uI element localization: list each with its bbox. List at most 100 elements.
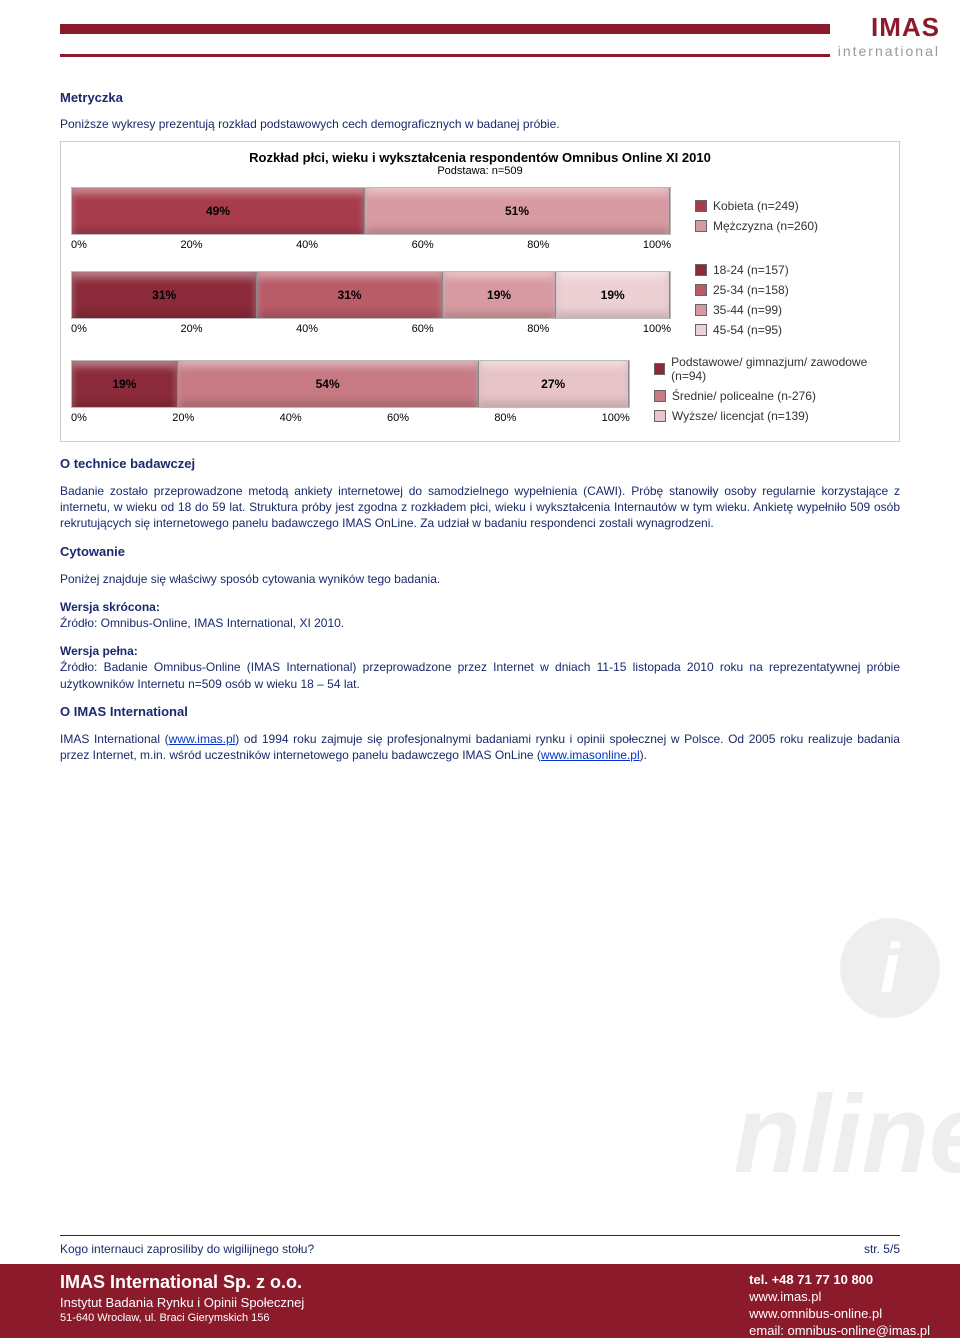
- legend-label: Mężczyzna (n=260): [713, 219, 818, 233]
- legend-label: 18-24 (n=157): [713, 263, 789, 277]
- bar-segment: 31%: [257, 272, 442, 318]
- chart-panel: 31%31%19%19%0%20%40%60%80%100%18-24 (n=1…: [61, 259, 899, 351]
- cite-title: Cytowanie: [60, 544, 900, 559]
- logo-sub: international: [838, 43, 940, 59]
- legend-swatch: [695, 200, 707, 212]
- axis-tick: 80%: [494, 412, 516, 424]
- legend-item: Mężczyzna (n=260): [695, 219, 818, 233]
- full-text: Źródło: Badanie Omnibus-Online (IMAS Int…: [60, 660, 900, 690]
- footer-bar: IMAS International Sp. z o.o. Instytut B…: [0, 1264, 960, 1338]
- axis-tick: 20%: [172, 412, 194, 424]
- footer-line3: 51-640 Wrocław, ul. Braci Gierymskich 15…: [60, 1312, 304, 1324]
- legend-label: 25-34 (n=158): [713, 283, 789, 297]
- legend-swatch: [695, 324, 707, 336]
- footer-company: IMAS International Sp. z o.o.: [60, 1272, 304, 1293]
- legend-label: Podstawowe/ gimnazjum/ zawodowe (n=94): [671, 355, 889, 383]
- axis-tick: 40%: [296, 239, 318, 251]
- legend-item: Średnie/ policealne (n-276): [654, 389, 889, 403]
- stacked-bar: 49%51%: [71, 187, 671, 235]
- footer-question: Kogo internauci zaprosiliby do wigilijne…: [60, 1242, 314, 1256]
- axis-tick: 60%: [412, 323, 434, 335]
- axis-tick: 80%: [527, 323, 549, 335]
- short-label: Wersja skrócona:: [60, 600, 160, 614]
- axis-tick: 0%: [71, 323, 87, 335]
- chart-title: Rozkład płci, wieku i wykształcenia resp…: [61, 150, 899, 165]
- footer-email: email: omnibus-online@imas.pl: [749, 1323, 930, 1340]
- axis-tick: 60%: [412, 239, 434, 251]
- legend-label: 35-44 (n=99): [713, 303, 782, 317]
- bar-segment: 19%: [443, 272, 557, 318]
- footer-url1: www.imas.pl: [749, 1289, 930, 1306]
- about-title: O IMAS International: [60, 704, 900, 719]
- bar-segment: 19%: [556, 272, 670, 318]
- legend-label: Kobieta (n=249): [713, 199, 799, 213]
- chart-box: Rozkład płci, wieku i wykształcenia resp…: [60, 141, 900, 442]
- header-rule-thick: [60, 24, 830, 34]
- about-link-imasonline[interactable]: www.imasonline.pl: [541, 748, 640, 762]
- legend-item: Podstawowe/ gimnazjum/ zawodowe (n=94): [654, 355, 889, 383]
- legend-swatch: [695, 264, 707, 276]
- axis-tick: 40%: [296, 323, 318, 335]
- axis-tick: 20%: [180, 239, 202, 251]
- axis-tick: 20%: [180, 323, 202, 335]
- short-text: Źródło: Omnibus-Online, IMAS Internation…: [60, 616, 344, 630]
- watermark-i-icon: i: [840, 918, 940, 1018]
- about-pre: IMAS International (: [60, 732, 169, 746]
- legend-item: 35-44 (n=99): [695, 303, 789, 317]
- chart-legend: Podstawowe/ gimnazjum/ zawodowe (n=94) Śr…: [654, 355, 889, 429]
- about-post: ).: [640, 748, 647, 762]
- x-axis: 0% 20% 40% 60% 80% 100%: [71, 239, 671, 251]
- chart-panel: 19%54%27% 0% 20% 40% 60% 80% 100% Podstawowe/ g…: [61, 351, 899, 437]
- legend-swatch: [654, 363, 665, 375]
- stacked-bar: 31%31%19%19%: [71, 271, 671, 319]
- x-axis: 0% 20% 40% 60% 80% 100%: [71, 412, 630, 424]
- legend-swatch: [695, 220, 707, 232]
- footer-line2: Instytut Badania Rynku i Opinii Społeczn…: [60, 1295, 304, 1310]
- bar-segment: 27%: [479, 361, 629, 407]
- bar-segment: 31%: [72, 272, 257, 318]
- logo-brand: IMAS: [838, 12, 940, 43]
- chart-panel: 49%51% 0% 20% 40% 60% 80% 100% Kobieta (n=249) M…: [61, 183, 899, 259]
- footer-url2: www.omnibus-online.pl: [749, 1306, 930, 1323]
- x-axis: 0% 20% 40% 60% 80% 100%: [71, 323, 671, 335]
- legend-item: Wyższe/ licencjat (n=139): [654, 409, 889, 423]
- stacked-bar: 19%54%27%: [71, 360, 630, 408]
- axis-tick: 0%: [71, 239, 87, 251]
- axis-tick: 100%: [643, 239, 671, 251]
- chart-subtitle: Podstawa: n=509: [61, 165, 899, 177]
- footer-rule: [60, 1235, 900, 1236]
- legend-label: 45-54 (n=95): [713, 323, 782, 337]
- legend-swatch: [654, 410, 666, 422]
- watermark-text: nline: [733, 1071, 960, 1198]
- header-rule-thin: [60, 54, 830, 57]
- legend-item: 18-24 (n=157): [695, 263, 789, 277]
- brand-logo: IMAS international: [838, 12, 940, 59]
- axis-tick: 100%: [602, 412, 630, 424]
- cite-intro: Poniżej znajduje się właściwy sposób cyt…: [60, 571, 900, 587]
- about-link-imas[interactable]: www.imas.pl: [169, 732, 236, 746]
- legend-item: Kobieta (n=249): [695, 199, 818, 213]
- metryczka-intro: Poniższe wykresy prezentują rozkład pods…: [60, 117, 900, 131]
- legend-swatch: [654, 390, 666, 402]
- footer-tel: tel. +48 71 77 10 800: [749, 1272, 930, 1289]
- legend-label: Średnie/ policealne (n-276): [672, 389, 816, 403]
- axis-tick: 60%: [387, 412, 409, 424]
- cite-full: Wersja pełna: Źródło: Badanie Omnibus-On…: [60, 643, 900, 692]
- chart-legend: 18-24 (n=157) 25-34 (n=158) 35-44 (n=99) 45…: [695, 263, 789, 343]
- axis-tick: 0%: [71, 412, 87, 424]
- axis-tick: 40%: [280, 412, 302, 424]
- metryczka-title: Metryczka: [60, 90, 900, 105]
- full-label: Wersja pełna:: [60, 644, 138, 658]
- legend-label: Wyższe/ licencjat (n=139): [672, 409, 809, 423]
- chart-legend: Kobieta (n=249) Mężczyzna (n=260): [695, 199, 818, 239]
- legend-item: 45-54 (n=95): [695, 323, 789, 337]
- cite-short: Wersja skrócona: Źródło: Omnibus-Online,…: [60, 599, 900, 631]
- footer-page: str. 5/5: [864, 1242, 900, 1256]
- bar-segment: 49%: [72, 188, 365, 234]
- legend-item: 25-34 (n=158): [695, 283, 789, 297]
- bar-segment: 54%: [178, 361, 479, 407]
- bar-segment: 51%: [365, 188, 670, 234]
- axis-tick: 80%: [527, 239, 549, 251]
- technique-text: Badanie zostało przeprowadzone metodą an…: [60, 483, 900, 532]
- axis-tick: 100%: [643, 323, 671, 335]
